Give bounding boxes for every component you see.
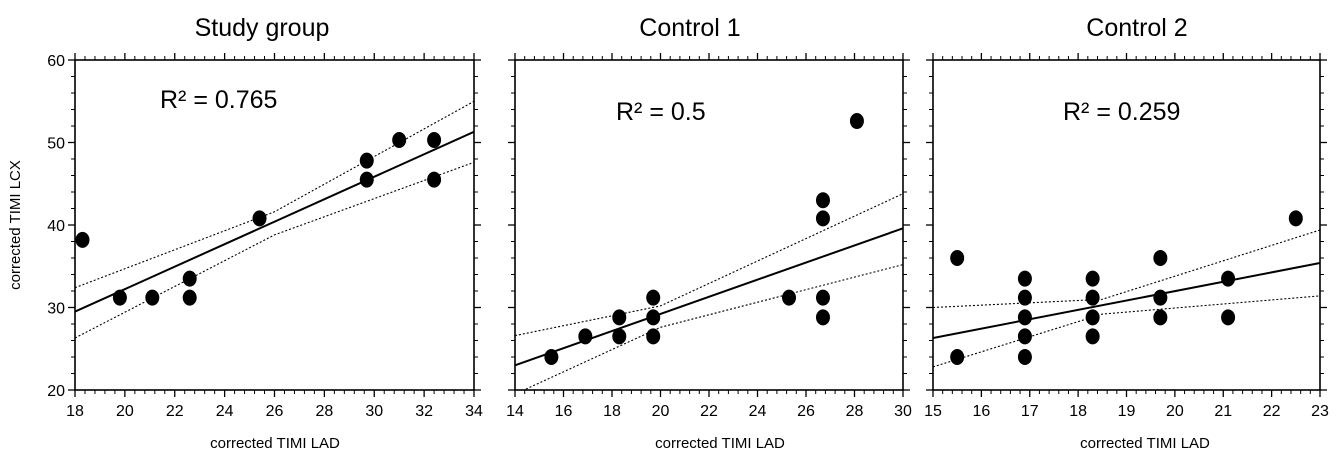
ci-upper-line — [515, 193, 903, 337]
panel-study-group: Study group R² = 0.765 corrected TIMI LA… — [7, 14, 483, 452]
y-tick-label: 50 — [47, 136, 65, 153]
x-tick-label: 24 — [749, 403, 767, 420]
x-axis-label: corrected TIMI LAD — [655, 435, 785, 452]
data-point — [359, 152, 374, 169]
x-tick-label: 23 — [1311, 403, 1329, 420]
r-squared-annotation: R² = 0.765 — [160, 86, 277, 114]
ci-lower-line — [522, 264, 903, 390]
data-point — [1085, 270, 1100, 287]
x-tick-label: 28 — [846, 403, 864, 420]
data-point — [646, 309, 661, 326]
y-tick-label: 20 — [47, 383, 65, 400]
y-axis-label: corrected TIMI LCX — [7, 160, 24, 290]
x-tick-label: 26 — [266, 403, 284, 420]
x-tick-label: 20 — [1166, 403, 1184, 420]
plot-frame — [514, 59, 904, 391]
x-tick-label: 32 — [415, 403, 433, 420]
data-point — [1085, 309, 1100, 326]
data-point — [112, 289, 127, 306]
data-point — [1085, 328, 1100, 345]
x-tick-label: 21 — [1214, 403, 1232, 420]
data-point — [1017, 270, 1032, 287]
regression-line — [75, 130, 474, 313]
panel-title: Study group — [195, 14, 330, 42]
data-point — [359, 171, 374, 188]
x-tick-label: 22 — [166, 403, 184, 420]
x-tick-label: 22 — [1263, 403, 1281, 420]
data-point — [1221, 309, 1236, 326]
data-point — [612, 309, 627, 326]
data-point — [1085, 289, 1100, 306]
data-point — [1017, 289, 1032, 306]
data-point — [544, 349, 559, 365]
x-tick-label: 16 — [555, 403, 573, 420]
x-tick-label: 19 — [1118, 403, 1136, 420]
x-tick-label: 26 — [797, 403, 815, 420]
data-point — [612, 328, 627, 345]
x-tick-label: 24 — [216, 403, 234, 420]
x-tick-label: 20 — [116, 403, 134, 420]
x-tick-label: 30 — [894, 403, 912, 420]
data-point — [950, 349, 965, 365]
y-tick-label: 40 — [47, 218, 65, 235]
data-point — [1017, 349, 1032, 365]
x-axis-label: corrected TIMI LAD — [210, 435, 340, 452]
x-tick-label: 17 — [1021, 403, 1039, 420]
data-point — [815, 210, 830, 227]
ci-upper-line — [933, 229, 1320, 309]
data-point — [427, 171, 442, 188]
ci-upper-line — [75, 100, 474, 289]
x-tick-label: 16 — [972, 403, 990, 420]
x-tick-label: 20 — [652, 403, 670, 420]
x-tick-label: 18 — [1069, 403, 1087, 420]
r-squared-annotation: R² = 0.259 — [1063, 98, 1180, 126]
data-point — [182, 270, 197, 287]
data-point — [252, 210, 267, 227]
data-point — [1153, 289, 1168, 306]
panel-control-1: Control 1 R² = 0.5 corrected TIMI LAD 14… — [506, 14, 912, 452]
ci-lower-line — [933, 295, 1320, 368]
data-point — [1153, 309, 1168, 326]
y-tick-label: 30 — [47, 301, 65, 318]
x-tick-label: 14 — [506, 403, 524, 420]
x-axis-label: corrected TIMI LAD — [1080, 435, 1210, 452]
panel-title: Control 2 — [1086, 14, 1187, 42]
x-tick-label: 28 — [315, 403, 333, 420]
panel-control-2: Control 2 R² = 0.259 corrected TIMI LAD … — [924, 14, 1329, 452]
data-point — [1017, 328, 1032, 345]
data-point — [1153, 250, 1168, 266]
data-point — [1288, 210, 1303, 227]
data-point — [145, 289, 160, 306]
regression-line — [933, 262, 1320, 339]
regression-line — [515, 227, 903, 367]
x-tick-label: 18 — [603, 403, 621, 420]
data-point — [950, 250, 965, 266]
data-point — [578, 328, 593, 345]
data-point — [75, 231, 90, 248]
data-point — [646, 289, 661, 306]
x-tick-label: 30 — [365, 403, 383, 420]
x-tick-label: 18 — [66, 403, 84, 420]
data-point — [815, 309, 830, 326]
data-point — [849, 113, 864, 130]
x-tick-label: 22 — [700, 403, 718, 420]
panel-title: Control 1 — [639, 14, 740, 42]
data-point — [782, 289, 797, 306]
x-tick-label: 15 — [924, 403, 942, 420]
data-point — [182, 289, 197, 306]
ci-lower-line — [75, 161, 474, 339]
data-point — [1221, 270, 1236, 287]
data-point — [392, 132, 407, 149]
data-point — [815, 192, 830, 209]
data-point — [427, 132, 442, 149]
data-point — [646, 328, 661, 345]
y-tick-label: 60 — [47, 53, 65, 70]
data-point — [1017, 309, 1032, 326]
r-squared-annotation: R² = 0.5 — [616, 98, 706, 126]
x-tick-label: 34 — [465, 403, 483, 420]
data-point — [815, 289, 830, 306]
